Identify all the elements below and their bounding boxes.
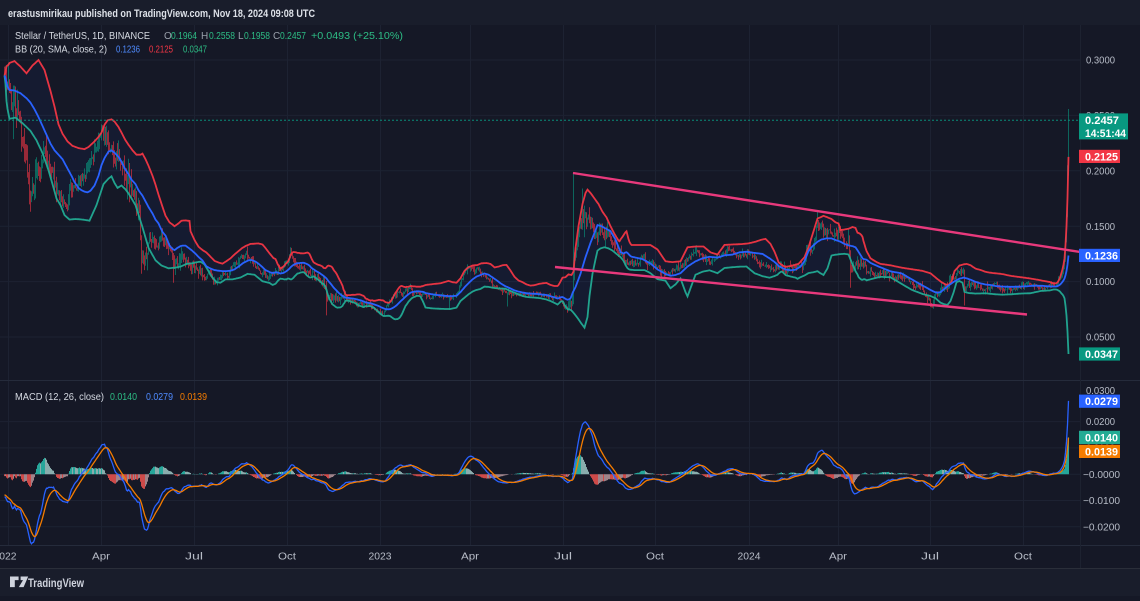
svg-text:0.0140: 0.0140 xyxy=(110,392,137,403)
svg-text:0.0200: 0.0200 xyxy=(1086,417,1115,428)
svg-text:Apr: Apr xyxy=(461,552,480,563)
svg-text:0.2125: 0.2125 xyxy=(1085,151,1118,163)
svg-text:0.3000: 0.3000 xyxy=(1086,56,1115,67)
svg-text:TradingView: TradingView xyxy=(28,578,84,590)
svg-text:BB (20, SMA, close, 2): BB (20, SMA, close, 2) xyxy=(15,45,107,56)
svg-text:Jul: Jul xyxy=(921,552,939,563)
svg-text:0.2125: 0.2125 xyxy=(149,45,173,56)
svg-text:+0.0493 (+25.10%): +0.0493 (+25.10%) xyxy=(311,31,403,42)
svg-text:L: L xyxy=(238,31,244,42)
svg-text:Apr: Apr xyxy=(92,552,111,563)
svg-text:0.0279: 0.0279 xyxy=(1085,396,1118,408)
svg-text:Oct: Oct xyxy=(646,552,664,563)
svg-text:0.1500: 0.1500 xyxy=(1086,222,1115,233)
svg-text:0.0139: 0.0139 xyxy=(180,392,207,403)
svg-text:Oct: Oct xyxy=(278,552,296,563)
svg-text:0.2457: 0.2457 xyxy=(280,31,306,42)
svg-text:C: C xyxy=(273,31,280,42)
svg-text:0.1958: 0.1958 xyxy=(244,31,270,42)
svg-text:0.2000: 0.2000 xyxy=(1086,166,1115,177)
svg-text:0.0347: 0.0347 xyxy=(1085,349,1118,361)
svg-text:0.1236: 0.1236 xyxy=(116,45,140,56)
svg-text:Jul: Jul xyxy=(554,552,572,563)
svg-text:2023: 2023 xyxy=(369,552,392,563)
svg-text:14:51:44: 14:51:44 xyxy=(1085,128,1127,140)
svg-text:MACD (12, 26, close): MACD (12, 26, close) xyxy=(15,392,104,403)
svg-text:−0.0000: −0.0000 xyxy=(1083,470,1120,481)
svg-text:Stellar / TetherUS, 1D, BINANC: Stellar / TetherUS, 1D, BINANCE xyxy=(15,31,150,42)
svg-text:−0.0200: −0.0200 xyxy=(1083,522,1120,533)
svg-text:erastusmirikau published on Tr: erastusmirikau published on TradingView.… xyxy=(8,8,315,20)
svg-text:Apr: Apr xyxy=(829,552,848,563)
svg-text:0.0279: 0.0279 xyxy=(146,392,173,403)
svg-text:2024: 2024 xyxy=(738,552,761,563)
svg-text:0.0347: 0.0347 xyxy=(183,45,207,56)
svg-text:0.0300: 0.0300 xyxy=(1086,386,1115,397)
svg-text:0.0500: 0.0500 xyxy=(1086,333,1115,344)
svg-text:Oct: Oct xyxy=(1014,552,1032,563)
svg-text:Jul: Jul xyxy=(185,552,203,563)
svg-text:H: H xyxy=(201,31,208,42)
svg-text:0.2457: 0.2457 xyxy=(1085,115,1119,127)
svg-text:0.1236: 0.1236 xyxy=(1085,250,1118,262)
svg-text:0.0139: 0.0139 xyxy=(1085,446,1118,458)
svg-text:0.2558: 0.2558 xyxy=(209,31,235,42)
svg-text:O: O xyxy=(164,31,172,42)
svg-text:0.0140: 0.0140 xyxy=(1085,432,1118,444)
svg-text:−0.0100: −0.0100 xyxy=(1083,496,1120,507)
svg-text:0.1964: 0.1964 xyxy=(171,31,197,42)
svg-text:0.1000: 0.1000 xyxy=(1086,277,1115,288)
svg-text:2022: 2022 xyxy=(0,552,17,563)
